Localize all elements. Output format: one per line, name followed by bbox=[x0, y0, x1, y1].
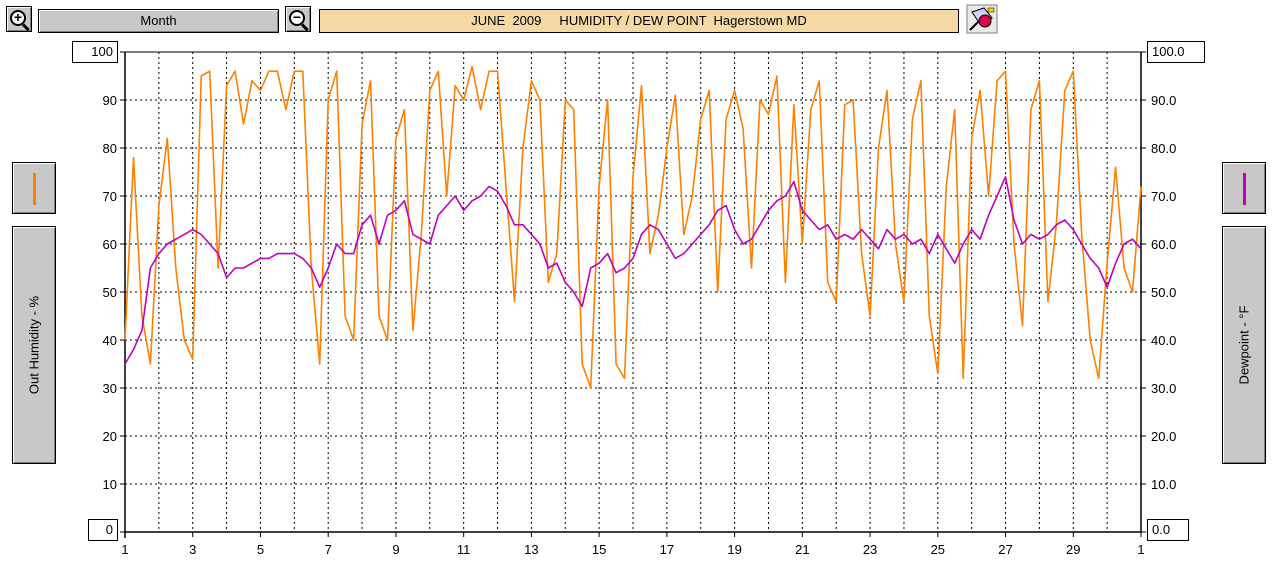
x-tick-label: 11 bbox=[457, 542, 471, 557]
chart-title: JUNE 2009 HUMIDITY / DEW POINT Hagerstow… bbox=[319, 9, 959, 33]
y-tick-label: 20 bbox=[103, 429, 117, 444]
dewpoint-series-line bbox=[124, 176, 1142, 365]
dewpoint-axis-button[interactable]: Dewpoint - °F bbox=[1222, 226, 1266, 464]
y2-tick-label: 20.0 bbox=[1151, 429, 1176, 444]
y-tick-label: 70 bbox=[103, 189, 117, 204]
y-tick-label: 80 bbox=[103, 141, 117, 156]
period-selector-button[interactable]: Month bbox=[38, 9, 279, 33]
x-tick-label: 5 bbox=[257, 542, 264, 557]
magnifier-icon bbox=[10, 10, 26, 26]
humidity-line-swatch bbox=[33, 173, 36, 205]
plus-icon: + bbox=[13, 9, 23, 25]
zoom-in-button[interactable]: + bbox=[6, 6, 32, 32]
y2-tick-label: 10.0 bbox=[1151, 477, 1176, 492]
y-tick-label: 30 bbox=[103, 381, 117, 396]
left-axis-min-input[interactable]: 0 bbox=[88, 519, 118, 541]
left-axis-max-input[interactable]: 100 bbox=[72, 41, 118, 63]
y-tick-label: 10 bbox=[103, 477, 117, 492]
y2-tick-label: 90.0 bbox=[1151, 93, 1176, 108]
right-axis-max-input[interactable]: 100.0 bbox=[1147, 41, 1205, 63]
x-tick-label: 7 bbox=[325, 542, 332, 557]
x-tick-label: 25 bbox=[931, 542, 945, 557]
y-tick-label: 40 bbox=[103, 333, 117, 348]
y2-tick-label: 60.0 bbox=[1151, 237, 1176, 252]
x-tick-label: 29 bbox=[1066, 542, 1080, 557]
y2-tick-label: 50.0 bbox=[1151, 285, 1176, 300]
x-tick-label: 15 bbox=[592, 542, 606, 557]
zoom-out-button[interactable]: − bbox=[285, 6, 311, 32]
y2-tick-label: 80.0 bbox=[1151, 141, 1176, 156]
dewpoint-legend-swatch[interactable] bbox=[1222, 162, 1266, 214]
y2-tick-label: 30.0 bbox=[1151, 381, 1176, 396]
x-tick-label: 3 bbox=[189, 542, 196, 557]
x-tick-label: 21 bbox=[795, 542, 809, 557]
y2-tick-label: 70.0 bbox=[1151, 189, 1176, 204]
y-tick-label: 50 bbox=[103, 285, 117, 300]
x-tick-label: 19 bbox=[727, 542, 741, 557]
x-tick-label: 1 bbox=[1137, 542, 1144, 557]
x-tick-label: 27 bbox=[998, 542, 1012, 557]
humidity-series-line bbox=[124, 65, 1142, 389]
minus-icon: − bbox=[292, 9, 302, 25]
y-tick-label: 60 bbox=[103, 237, 117, 252]
right-axis-min-input[interactable]: 0.0 bbox=[1147, 519, 1189, 541]
magnifier-icon bbox=[289, 10, 305, 26]
y-tick-label: 90 bbox=[103, 93, 117, 108]
y2-tick-label: 40.0 bbox=[1151, 333, 1176, 348]
x-tick-label: 17 bbox=[660, 542, 674, 557]
x-tick-label: 9 bbox=[392, 542, 399, 557]
humidity-axis-button[interactable]: Out Humidity - % bbox=[12, 226, 56, 464]
printer-icon[interactable] bbox=[966, 4, 998, 34]
x-tick-label: 23 bbox=[863, 542, 877, 557]
humidity-legend-swatch[interactable] bbox=[12, 162, 56, 214]
x-tick-label: 1 bbox=[121, 542, 128, 557]
x-tick-label: 13 bbox=[524, 542, 538, 557]
dewpoint-line-swatch bbox=[1243, 173, 1246, 205]
